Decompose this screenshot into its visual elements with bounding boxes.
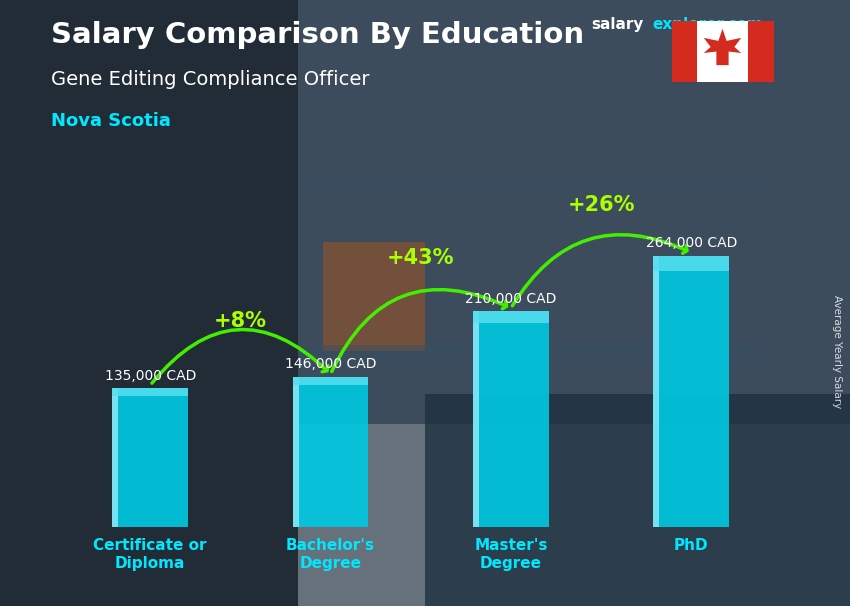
Bar — [473, 311, 479, 527]
Text: 210,000 CAD: 210,000 CAD — [465, 291, 557, 305]
Bar — [292, 377, 298, 527]
Text: 146,000 CAD: 146,000 CAD — [285, 358, 377, 371]
Bar — [292, 377, 368, 385]
Bar — [0, 0, 298, 606]
Bar — [323, 242, 425, 351]
Bar — [298, 0, 850, 424]
Text: Gene Editing Compliance Officer: Gene Editing Compliance Officer — [51, 70, 370, 88]
Bar — [654, 256, 660, 527]
Text: explorer.com: explorer.com — [652, 17, 762, 32]
Bar — [298, 176, 765, 194]
Bar — [654, 256, 729, 527]
Bar — [672, 21, 697, 82]
Bar — [748, 21, 774, 82]
Text: 135,000 CAD: 135,000 CAD — [105, 368, 196, 383]
Bar — [473, 311, 549, 527]
Text: Nova Scotia: Nova Scotia — [51, 112, 171, 130]
Text: Average Yearly Salary: Average Yearly Salary — [832, 295, 842, 408]
Bar — [473, 311, 549, 323]
Bar — [654, 256, 729, 271]
Bar — [425, 394, 850, 606]
Text: Salary Comparison By Education: Salary Comparison By Education — [51, 21, 584, 49]
Bar — [112, 388, 118, 527]
Bar — [112, 388, 188, 527]
Polygon shape — [704, 29, 741, 65]
Text: +43%: +43% — [387, 248, 455, 268]
Text: 264,000 CAD: 264,000 CAD — [646, 236, 737, 250]
Bar — [112, 388, 188, 396]
Bar — [298, 345, 765, 364]
Text: +26%: +26% — [567, 195, 635, 215]
Bar — [292, 377, 368, 527]
Text: +8%: +8% — [214, 310, 267, 330]
Text: salary: salary — [591, 17, 643, 32]
